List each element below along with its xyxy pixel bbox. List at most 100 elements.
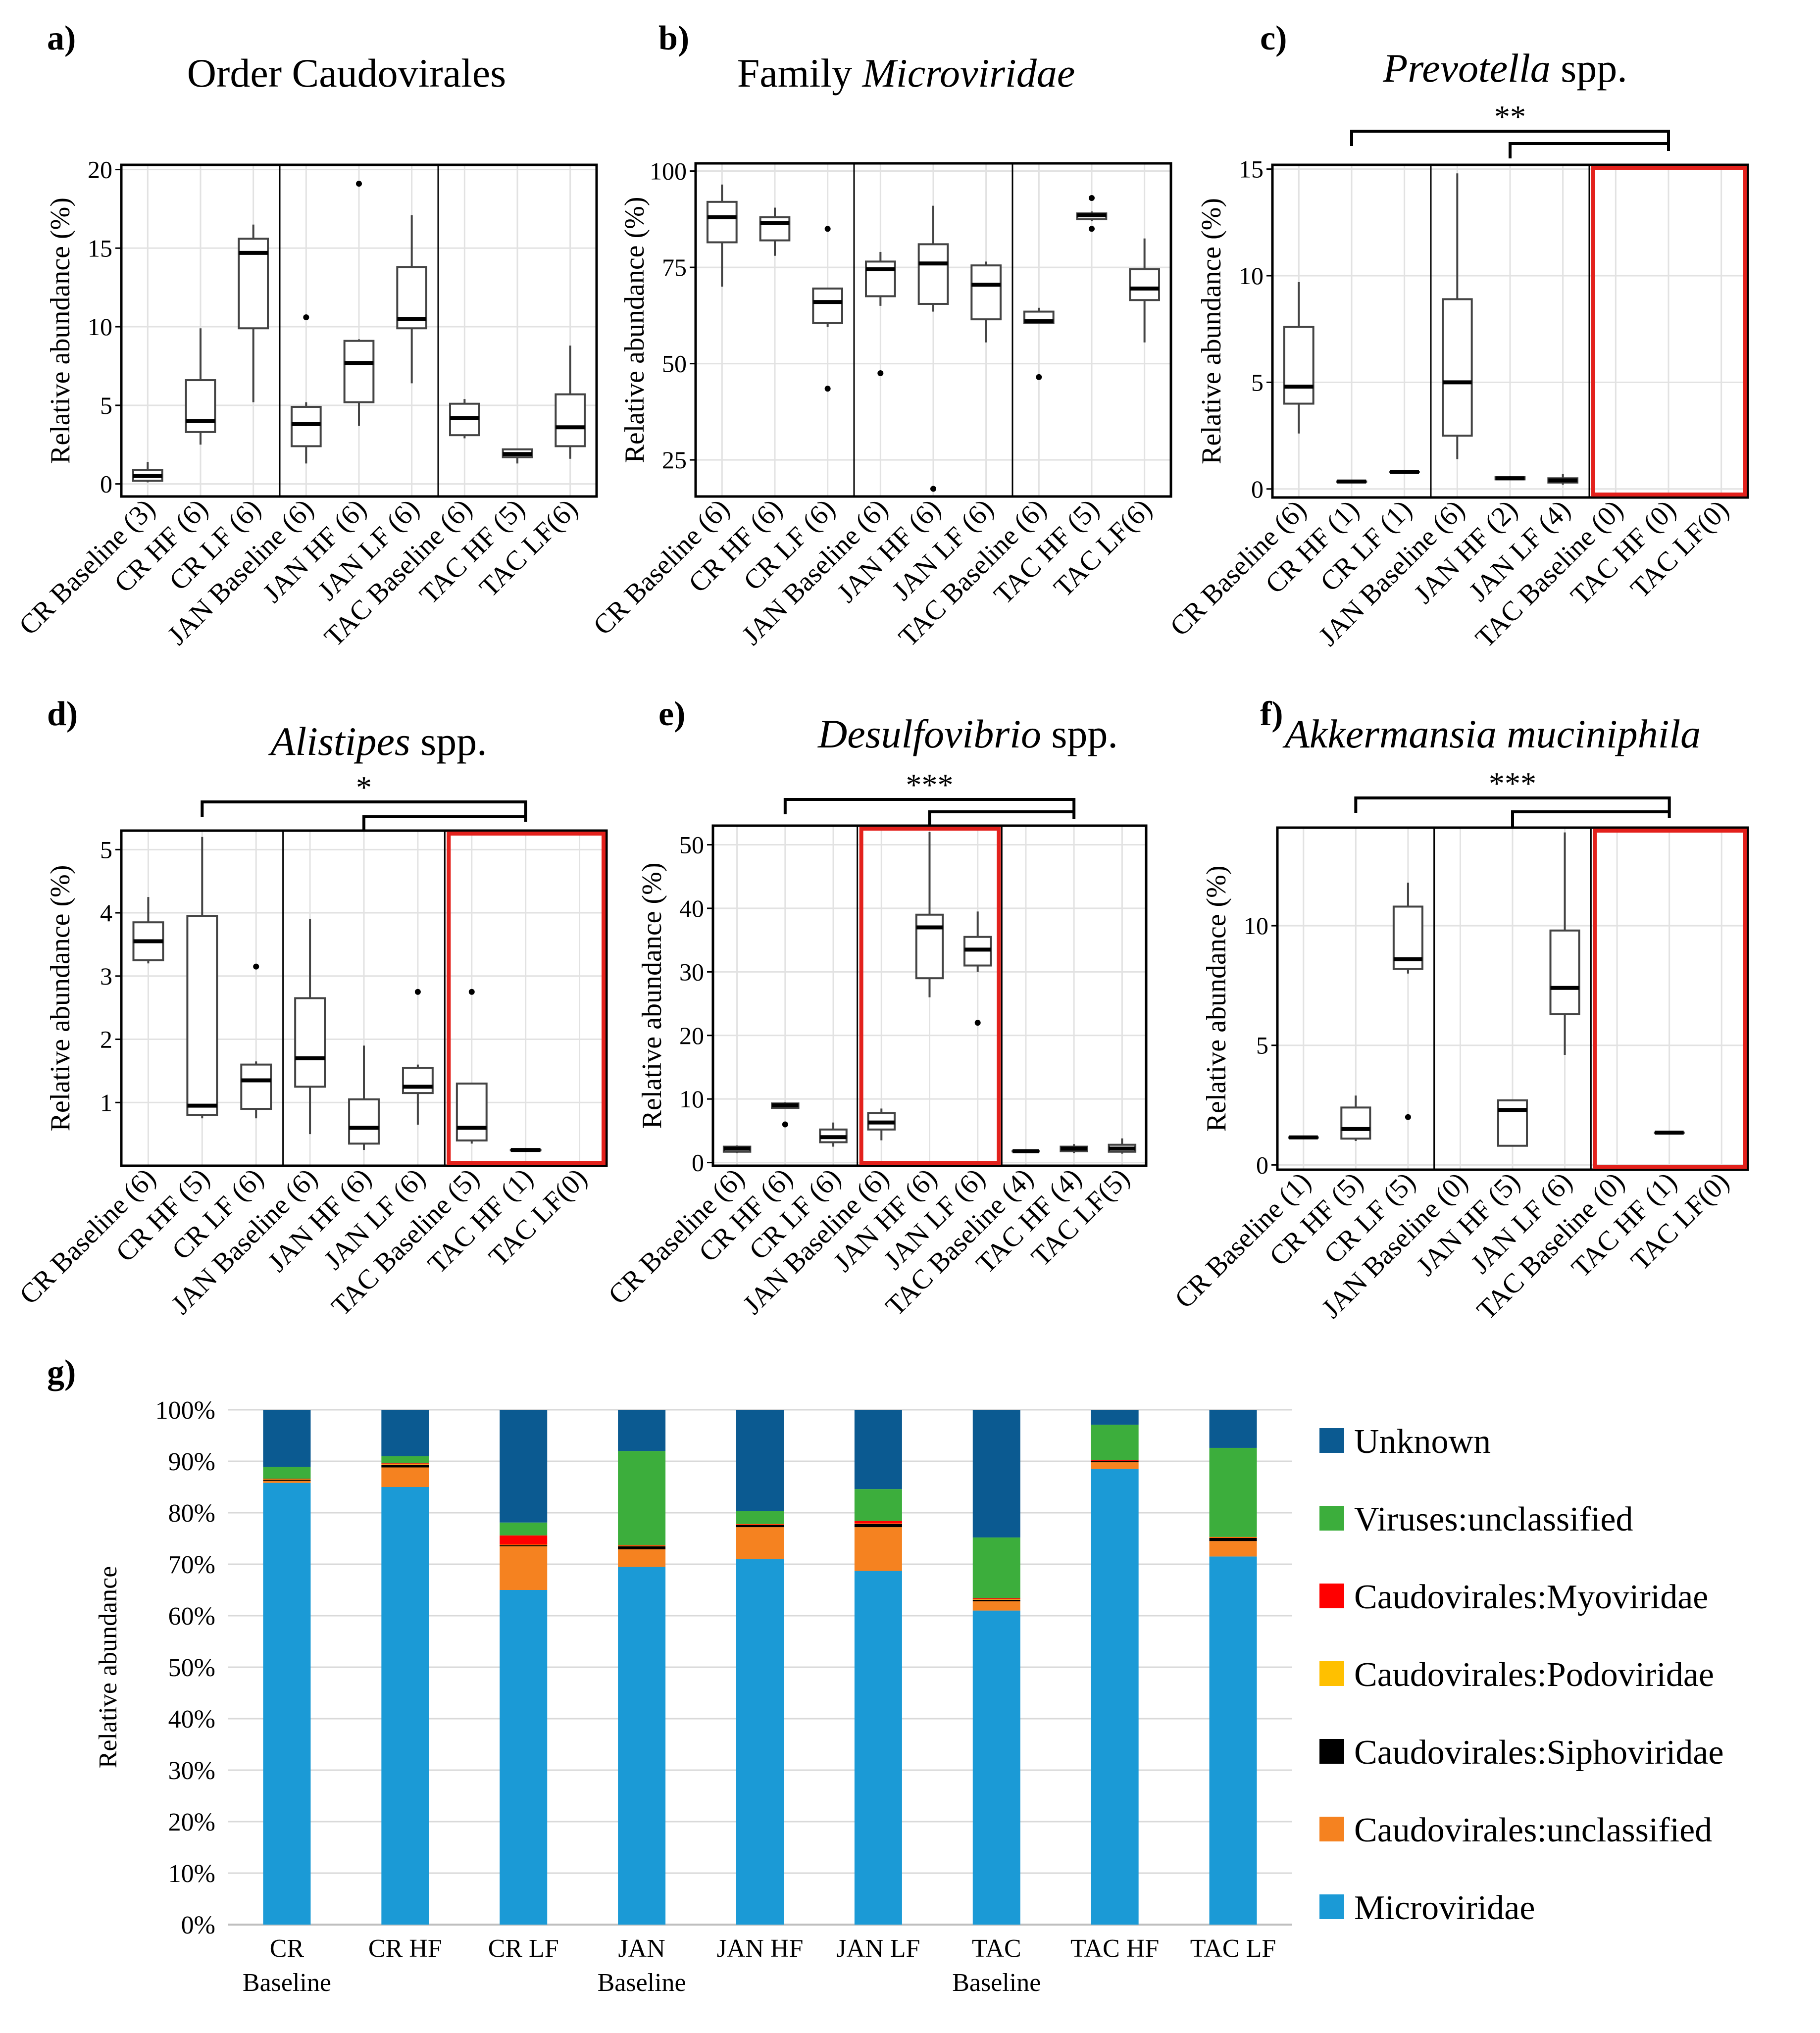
- x-tick-label: CR HF: [368, 1934, 442, 1963]
- box-iqr: [186, 915, 218, 1116]
- bar-segment: [736, 1524, 784, 1525]
- panel-title: Family Microviridae: [737, 50, 1075, 96]
- x-tick-label: TAC: [972, 1934, 1021, 1963]
- panel-letter: e): [658, 695, 685, 733]
- y-tick-label: 80%: [168, 1499, 215, 1528]
- bar-segment: [736, 1511, 784, 1524]
- bar-segment: [736, 1525, 784, 1528]
- bar-segment: [618, 1545, 666, 1546]
- legend-item: Caudovirales:Siphoviridae: [1319, 1734, 1724, 1772]
- significance-bracket: [362, 815, 526, 832]
- legend-item: Unknown: [1319, 1423, 1491, 1461]
- outlier-point: [253, 963, 259, 970]
- bar-segment: [263, 1410, 311, 1467]
- bar-segment: [1091, 1461, 1139, 1463]
- box-7: [1023, 307, 1055, 380]
- panel-letter: a): [47, 19, 76, 57]
- box-iqr: [1340, 1106, 1371, 1140]
- bar-stack-8: [1091, 1410, 1139, 1925]
- box-iqr: [1497, 1099, 1528, 1147]
- legend-swatch: [1319, 1661, 1344, 1686]
- bar-segment: [854, 1571, 902, 1925]
- box-5: [1494, 476, 1526, 481]
- bar-stack-7: [972, 1410, 1020, 1925]
- bar-segment: [381, 1464, 429, 1465]
- bar-stack-6: [854, 1410, 902, 1925]
- y-tick-label: 70%: [168, 1551, 215, 1579]
- box-1: [132, 897, 164, 964]
- bar-segment: [618, 1549, 666, 1567]
- box-iqr: [970, 264, 1002, 321]
- bar-segment: [500, 1544, 548, 1545]
- y-axis-title: Relative abundance (%): [619, 197, 650, 463]
- y-tick-label: 10: [679, 1085, 704, 1113]
- legend-label: Viruses:unclassified: [1354, 1500, 1633, 1538]
- outlier-point: [782, 1121, 788, 1128]
- bar-segment: [972, 1599, 1020, 1601]
- bar-segment: [736, 1410, 784, 1511]
- y-tick-label: 25: [662, 446, 687, 474]
- box-3: [1392, 883, 1423, 1120]
- y-tick-label: 50: [662, 350, 687, 378]
- legend-label: Caudovirales:Podoviridae: [1354, 1656, 1714, 1694]
- bar-segment: [854, 1524, 902, 1528]
- y-tick-label: 30%: [168, 1757, 215, 1785]
- y-tick-label: 20%: [168, 1808, 215, 1836]
- y-tick-label: 3: [100, 962, 112, 990]
- box-4: [294, 919, 326, 1135]
- legend-swatch: [1319, 1428, 1344, 1453]
- x-tick-label-line2: Baseline: [598, 1969, 686, 1997]
- bar-segment: [1209, 1556, 1257, 1925]
- plot-frame: [1271, 163, 1749, 499]
- box-iqr: [917, 243, 949, 305]
- highlight-box: [447, 832, 606, 1165]
- x-tick-label: CR LF: [488, 1934, 559, 1963]
- bar-segment: [618, 1410, 666, 1451]
- bar-segment: [381, 1465, 429, 1468]
- bar-segment: [972, 1599, 1020, 1600]
- y-tick-label: 5: [1251, 368, 1264, 396]
- box-iqr: [343, 340, 375, 403]
- box-2: [186, 837, 218, 1119]
- legend-swatch: [1319, 1584, 1344, 1608]
- bar-stack-3: [500, 1410, 548, 1925]
- x-tick-label-line2: Baseline: [243, 1969, 331, 1997]
- y-tick-label: 15: [1239, 155, 1264, 183]
- panel-title: Akkermansia muciniphila: [1282, 711, 1701, 756]
- x-tick-label-line2: Baseline: [952, 1969, 1041, 1997]
- box-3: [238, 224, 269, 402]
- box-iqr: [1129, 268, 1160, 301]
- box-6: [963, 911, 992, 1026]
- y-tick-label: 50: [679, 831, 704, 859]
- bar-segment: [263, 1481, 311, 1483]
- y-axis-title: Relative abundance: [94, 1566, 122, 1769]
- legend-label: Unknown: [1354, 1423, 1491, 1461]
- bar-segment: [1091, 1425, 1139, 1460]
- y-axis-title: Relative abundance (%): [45, 198, 76, 464]
- box-3: [240, 963, 272, 1119]
- box-5: [917, 205, 949, 492]
- box-2: [185, 328, 216, 445]
- outlier-point: [930, 486, 936, 492]
- legend-item: Caudovirales:Podoviridae: [1319, 1656, 1714, 1694]
- outlier-point: [974, 1020, 981, 1026]
- bar-segment: [1209, 1537, 1257, 1541]
- box-iqr: [185, 379, 216, 433]
- box-6: [1549, 832, 1580, 1055]
- panel-letter: c): [1260, 19, 1287, 57]
- bar-segment: [1091, 1460, 1139, 1461]
- box-1: [722, 1145, 752, 1153]
- box-4: [1442, 173, 1473, 459]
- box-8: [502, 448, 533, 464]
- bar-stack-2: [381, 1410, 429, 1925]
- y-tick-label: 20: [88, 156, 112, 184]
- y-tick-label: 2: [100, 1026, 112, 1053]
- y-tick-label: 40: [679, 894, 704, 922]
- box-8: [1060, 1144, 1088, 1153]
- y-tick-label: 0: [100, 470, 112, 498]
- bar-stack-1: [263, 1410, 311, 1925]
- boxplot-panel-5: e) Desulfovibrio spp. 0 10 20 30 40 50 Relative …: [603, 695, 1148, 1322]
- bar-stack-5: [736, 1410, 784, 1925]
- plot-frame: [120, 163, 598, 498]
